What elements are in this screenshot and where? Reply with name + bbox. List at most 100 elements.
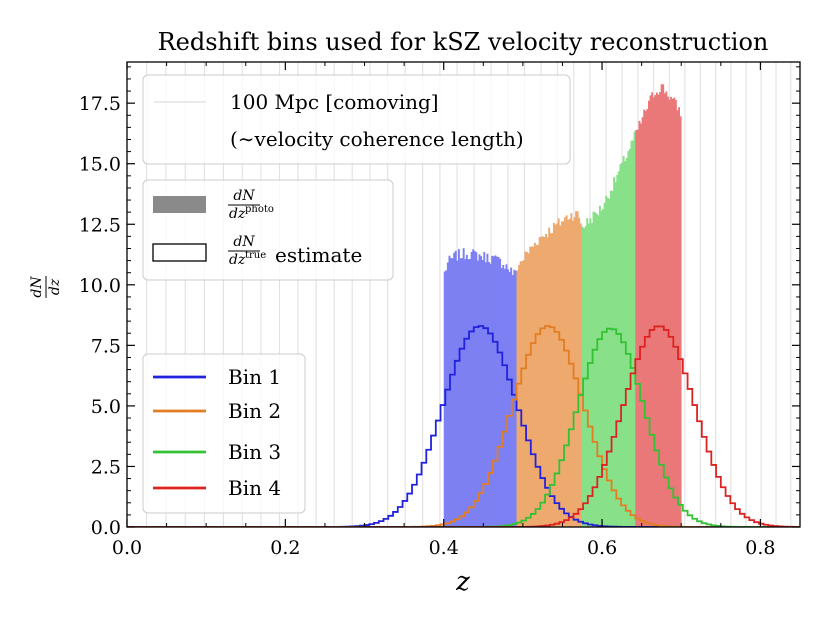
legend-photo-superscript: photo xyxy=(245,204,274,215)
photo-bar xyxy=(453,252,456,527)
photo-bar xyxy=(643,109,646,527)
legend-true-numerator: dN xyxy=(233,234,255,250)
photo-bar xyxy=(489,263,492,527)
photo-bar xyxy=(448,255,451,527)
plot-frame xyxy=(126,61,801,528)
photo-bar xyxy=(541,236,544,527)
y-tick-label: 5.0 xyxy=(91,396,121,418)
plot-area xyxy=(127,62,800,527)
photo-bar xyxy=(584,226,587,527)
photo-bar xyxy=(678,107,681,527)
photo-bar xyxy=(549,233,552,527)
photo-bar xyxy=(513,269,516,527)
photo-bar xyxy=(456,260,459,527)
photo-bar xyxy=(567,219,570,527)
photo-bar xyxy=(527,253,530,527)
photo-bar xyxy=(595,213,598,527)
y-axis-label: dN dz xyxy=(29,276,63,298)
legend-true-denominator: dz xyxy=(229,252,246,268)
photo-bar xyxy=(500,267,503,527)
photo-bar xyxy=(459,258,462,527)
photo-bar xyxy=(548,227,551,527)
photo-bar xyxy=(654,95,657,527)
photo-bar xyxy=(640,123,642,527)
chart-title: Redshift bins used for kSZ velocity reco… xyxy=(158,28,769,56)
photo-bar xyxy=(589,218,592,527)
photo-bar xyxy=(469,258,471,527)
photo-bar xyxy=(526,252,528,527)
photo-bar xyxy=(649,95,652,527)
photo-bar xyxy=(632,140,635,527)
true-step-bin4 xyxy=(127,325,800,527)
photo-histogram xyxy=(443,84,682,527)
x-tick-label: 0.6 xyxy=(587,537,617,559)
photo-bar xyxy=(502,264,505,527)
y-tick-label: 12.5 xyxy=(79,214,121,236)
photo-bar xyxy=(568,218,571,527)
photo-bar xyxy=(655,92,658,527)
photo-bar xyxy=(602,209,604,527)
legend-true-suffix: estimate xyxy=(275,243,362,267)
photo-bar xyxy=(606,197,609,527)
photo-bar xyxy=(508,271,511,527)
y-axis-label-denominator: dz xyxy=(47,278,63,295)
legend-true-superscript: true xyxy=(245,250,266,261)
photo-bar xyxy=(533,242,536,527)
photo-bar xyxy=(554,224,557,527)
photo-bar xyxy=(467,259,470,527)
photo-bar xyxy=(532,246,535,527)
photo-bar xyxy=(657,94,660,527)
photo-bar xyxy=(492,256,495,527)
photo-bar xyxy=(665,91,668,527)
photo-bar xyxy=(445,270,448,527)
legend-bins-frame xyxy=(142,353,306,514)
photo-bar xyxy=(666,96,669,527)
y-axis-label-numerator: dN xyxy=(29,276,45,298)
photo-bar xyxy=(641,117,644,527)
photo-bar xyxy=(475,252,478,527)
x-tick-label: 0.8 xyxy=(745,537,775,559)
photo-bar xyxy=(551,233,554,527)
x-tick-label: 0.4 xyxy=(429,537,459,559)
photo-bar xyxy=(486,253,489,527)
photo-bar xyxy=(524,251,527,527)
photo-bar xyxy=(510,267,513,527)
photo-bar xyxy=(575,211,578,527)
photo-bar xyxy=(673,97,676,527)
photo-bar xyxy=(597,215,600,527)
photo-bar xyxy=(598,205,601,527)
legend-comoving: 100 Mpc [comoving] (∼velocity coherence … xyxy=(142,74,571,165)
photo-bar xyxy=(470,252,473,527)
photo-bar xyxy=(454,250,457,527)
photo-bar xyxy=(511,274,514,527)
photo-bar xyxy=(670,96,673,527)
photo-bar xyxy=(540,236,543,527)
legend-bins: Bin 1 Bin 2 Bin 3 Bin 4 xyxy=(142,353,306,514)
photo-bar xyxy=(476,260,479,527)
photo-bar xyxy=(494,255,497,527)
photo-bar xyxy=(628,148,631,527)
photo-bar xyxy=(659,92,661,527)
photo-bar xyxy=(579,223,582,527)
photo-bar xyxy=(619,164,622,527)
photo-bar xyxy=(491,255,494,527)
photo-bar xyxy=(464,259,467,527)
photo-bar xyxy=(516,270,519,527)
legend-histograms: dN dz photo dN dz true estimate xyxy=(142,179,394,281)
x-tick-label: 0.0 xyxy=(112,537,142,559)
legend-bin1-label: Bin 1 xyxy=(228,365,281,389)
legend-photo-denominator: dz xyxy=(229,206,246,222)
photo-bar xyxy=(543,237,546,527)
y-tick-label: 2.5 xyxy=(91,456,121,478)
photo-bar xyxy=(507,269,509,527)
photo-bar xyxy=(484,262,487,527)
photo-bar xyxy=(451,258,454,527)
photo-bar xyxy=(651,92,654,527)
photo-bar xyxy=(481,259,484,527)
x-axis-label: z xyxy=(455,567,470,597)
photo-bar xyxy=(519,261,522,527)
photo-bar xyxy=(465,254,468,527)
legend-comoving-line1: 100 Mpc [comoving] xyxy=(230,90,439,114)
photo-bar xyxy=(546,237,549,527)
legend-comoving-line2: (∼velocity coherence length) xyxy=(230,127,524,151)
